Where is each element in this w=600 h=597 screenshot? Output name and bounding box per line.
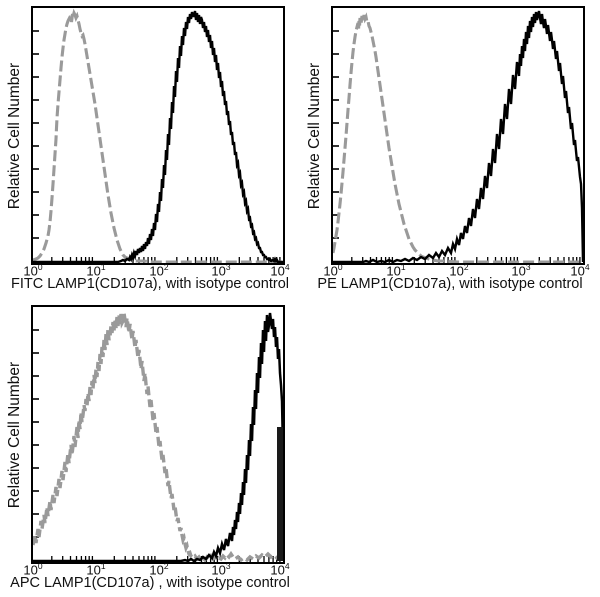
isotype-trace-apc [33,312,283,562]
sample-trace-apc [33,312,283,562]
x-tick-10e3: 103 [511,262,531,279]
x-axis-label-fitc: FITC LAMP1(CD107a), with isotype control [10,276,289,292]
isotype-trace-pe [333,12,583,263]
panel-fitc: Relative Cell Number [0,0,300,298]
x-tick-10e4: 104 [570,262,590,279]
x-tick-10e1: 101 [386,262,406,279]
isotype-trace-fitc [33,8,283,263]
x-tick-10e3: 103 [211,262,231,279]
x-tick-labels-pe: 100 101 102 103 104 [323,262,589,280]
x-axis-label-pe: PE LAMP1(CD107a), with isotype control [317,276,583,292]
y-axis-label-wrap: Relative Cell Number [302,6,328,266]
off-scale-events-bar [277,427,283,561]
sample-trace-pe [333,10,583,263]
histogram-svg-fitc [33,8,283,263]
plot-area-apc [31,305,285,564]
y-axis-label-wrap: Relative Cell Number [2,305,28,565]
y-axis-label: Relative Cell Number [6,62,23,210]
x-tick-10e0: 100 [23,262,43,279]
x-tick-10e2: 102 [149,262,169,279]
plot-area-fitc [31,6,285,265]
panel-apc: Relative Cell Number [0,299,300,597]
x-tick-10e2: 102 [149,561,169,578]
y-axis-label-wrap: Relative Cell Number [2,6,28,266]
x-tick-10e4: 104 [270,262,290,279]
histogram-svg-pe [333,10,583,263]
x-tick-10e1: 101 [86,561,106,578]
x-tick-10e1: 101 [86,262,106,279]
plot-area-pe [331,6,585,265]
y-axis-label: Relative Cell Number [306,62,323,210]
x-tick-labels-fitc: 100 101 102 103 104 [23,262,289,280]
sample-trace-fitc [33,10,283,263]
x-tick-10e4: 104 [270,561,290,578]
x-tick-10e0: 100 [23,561,43,578]
x-tick-10e0: 100 [323,262,343,279]
y-axis-ticks [33,30,39,239]
panel-pe: Relative Cell Number [300,0,600,298]
x-tick-10e2: 102 [449,262,469,279]
histogram-svg-apc [33,312,283,562]
y-axis-ticks [33,329,39,538]
y-axis-ticks [333,30,339,239]
x-tick-10e3: 103 [211,561,231,578]
x-tick-labels-apc: 100 101 102 103 104 [23,561,289,579]
y-axis-label: Relative Cell Number [6,361,23,509]
x-axis-label-apc: APC LAMP1(CD107a) , with isotype control [10,575,290,591]
